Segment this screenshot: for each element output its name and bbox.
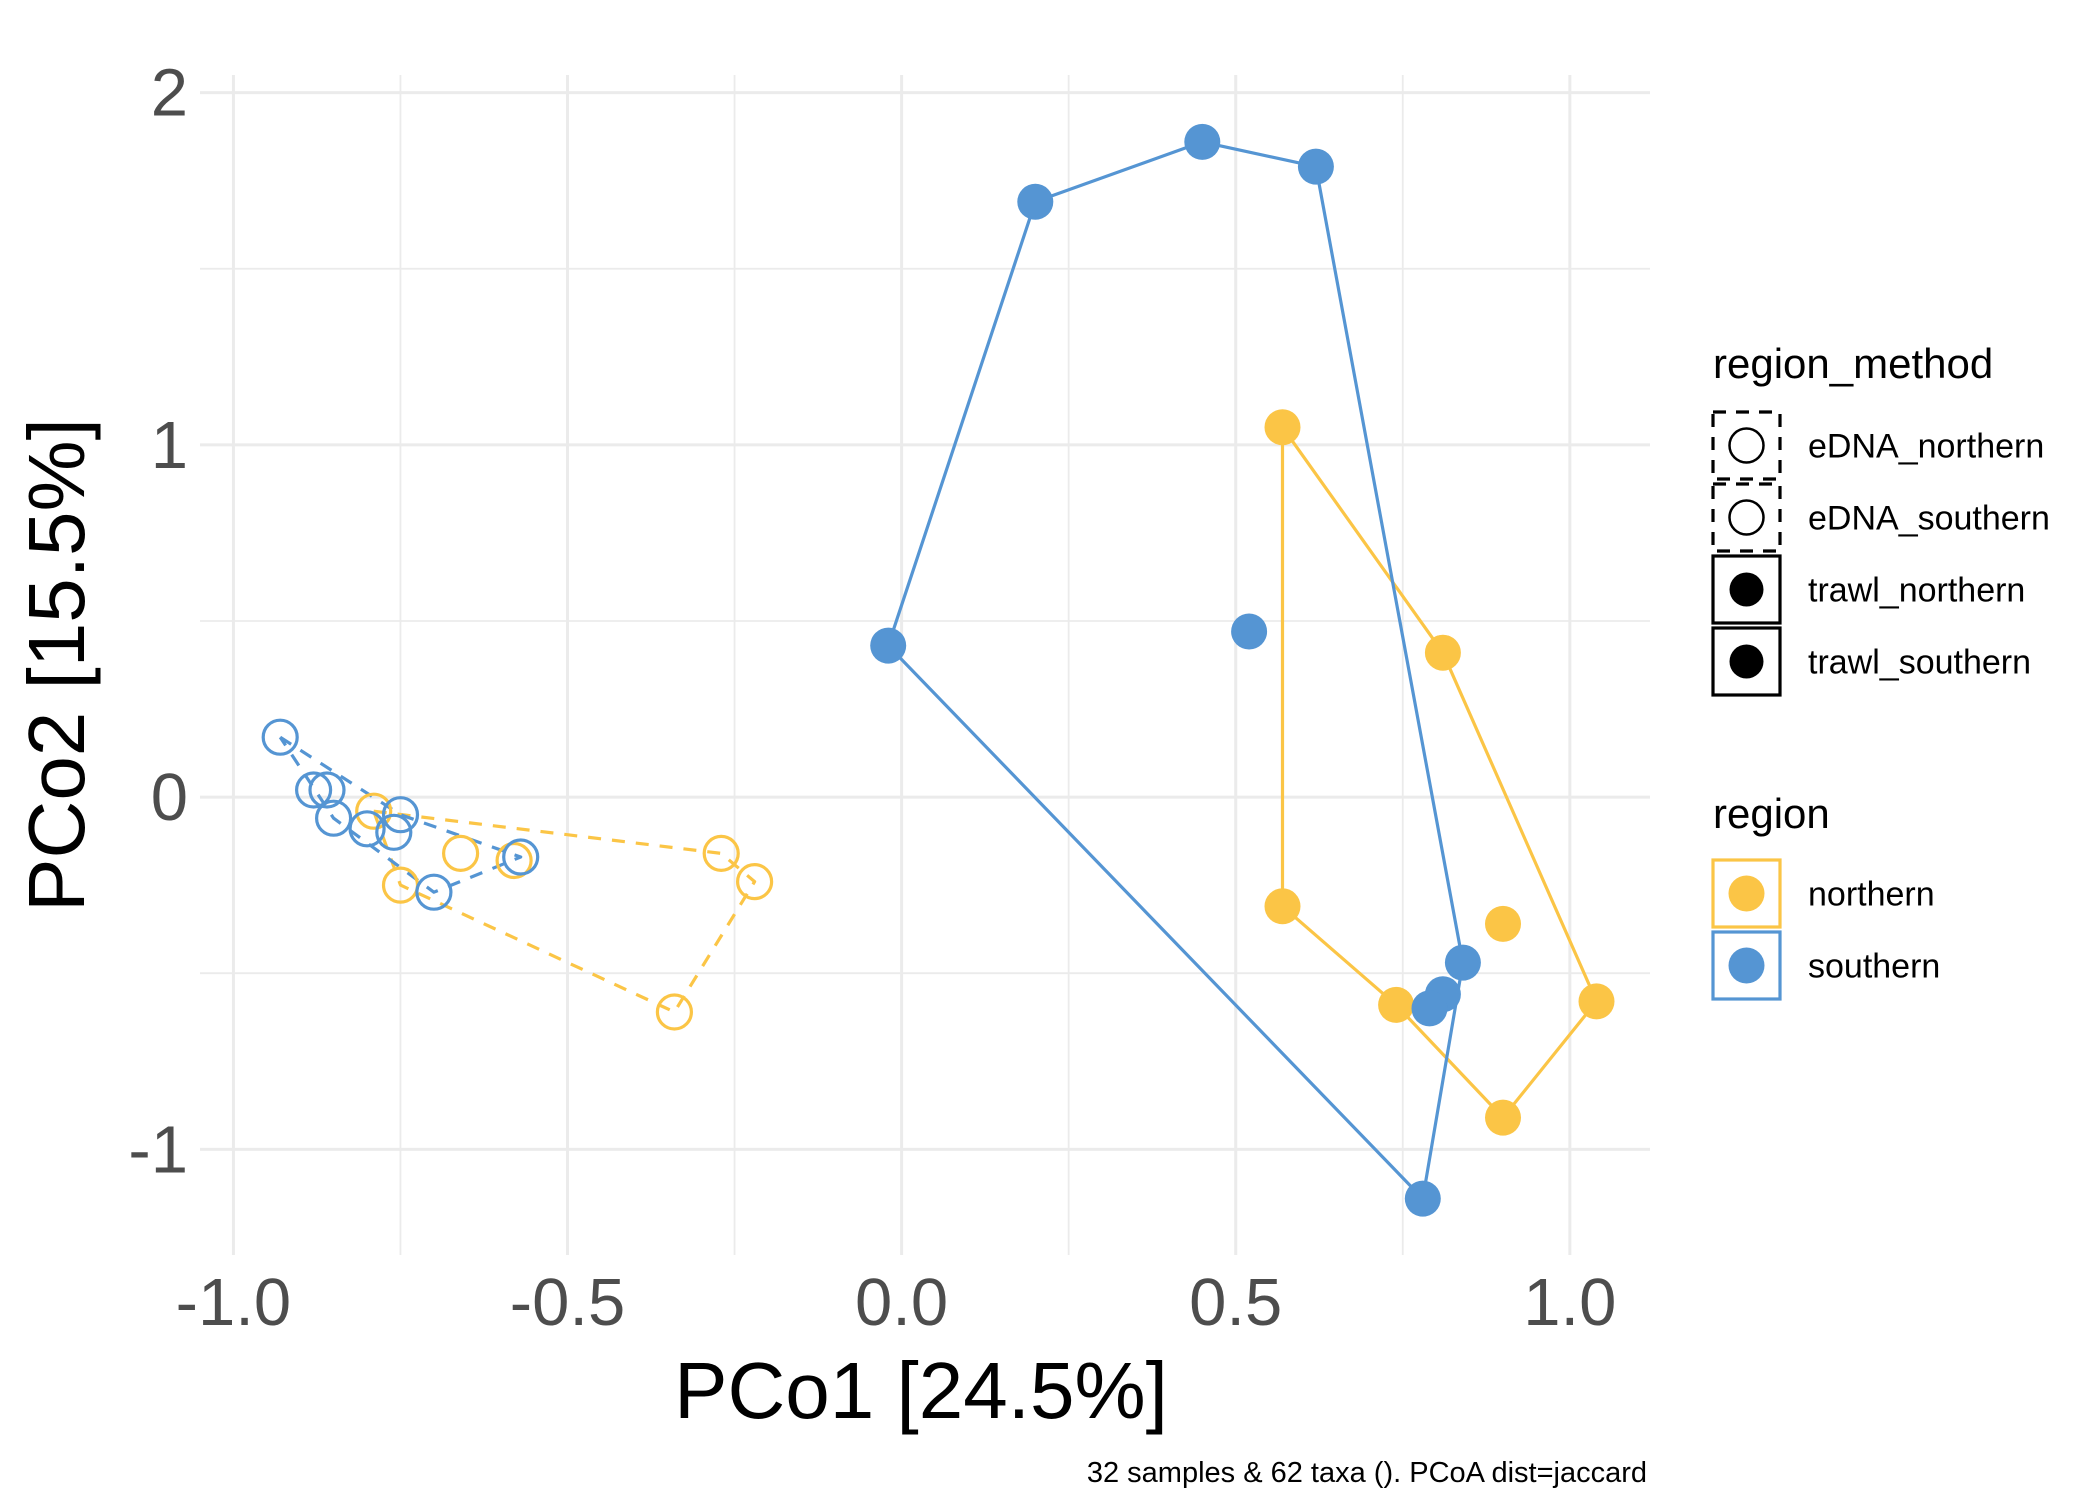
y-axis-ticks: -1 0 1 2 [128,56,188,1188]
x-axis-title: PCo1 [24.5%] [674,1346,1168,1435]
data-points [261,123,1615,1217]
hull-eDNA_northern [372,809,757,1014]
legend-key-marker [1728,875,1765,912]
x-tick-label: 0.5 [1189,1265,1282,1340]
legend-region: region northern southern [1711,790,1940,1001]
legend-label-eDNA_northern: eDNA_northern [1808,428,2044,466]
point-trawl_northern [1378,986,1415,1023]
y-tick-label: 1 [151,408,188,483]
legend-key-southern: southern [1711,930,1940,1001]
point-trawl_southern [1404,1180,1441,1217]
point-trawl_southern [1444,944,1481,981]
legend-key-marker [1728,499,1765,536]
legend-key-eDNA_southern: eDNA_southern [1711,482,2050,553]
point-eDNA_southern [502,838,540,876]
point-eDNA_southern [375,813,413,851]
point-eDNA_northern [702,834,740,873]
x-axis-ticks: -1.0 -0.5 0.0 0.5 1.0 [176,1265,1617,1340]
legend-key-northern: northern [1711,858,1935,929]
point-trawl_southern [1184,123,1221,160]
point-eDNA_southern [315,799,353,837]
point-trawl_northern [1578,983,1615,1020]
legend-key-marker [1729,572,1764,607]
hull-polygons [278,140,1599,1201]
legend-label-eDNA_southern: eDNA_southern [1808,500,2050,538]
point-eDNA_southern [308,771,346,809]
legend-key-marker [1729,644,1764,679]
point-trawl_southern [1017,183,1054,220]
y-tick-label: 0 [151,760,188,835]
grid-lines [200,75,1650,1255]
legend-key-marker [1728,947,1765,984]
point-eDNA_northern [655,993,694,1031]
legend-key-marker [1728,427,1765,464]
legend-title-region: region [1713,790,1830,837]
point-trawl_northern [1264,888,1301,925]
point-trawl_northern [1485,905,1521,942]
legend-key-box [1711,858,1782,929]
legend-key-eDNA_northern: eDNA_northern [1711,410,2044,481]
point-trawl_northern [1264,409,1301,446]
point-eDNA_southern [295,771,333,809]
x-tick-label: -1.0 [176,1265,291,1340]
legend-title-region-method: region_method [1713,340,1993,387]
legend-label-southern: southern [1808,948,1940,986]
point-trawl_southern [1231,613,1268,650]
point-trawl_southern [1411,990,1448,1027]
legend-region-method: region_method eDNA_northern eDNA_southern… [1711,340,2050,697]
x-tick-label: 0.0 [855,1265,948,1340]
legend-key-box [1711,410,1782,481]
point-eDNA_southern [261,718,299,756]
point-trawl_northern [1485,1099,1521,1136]
point-eDNA_northern [495,841,533,880]
point-trawl_southern [870,627,907,664]
legend-key-box [1711,930,1782,1001]
point-eDNA_southern [348,810,386,848]
point-eDNA_northern [442,834,480,873]
hull-trawl_southern [886,140,1465,1201]
legend-key-trawl_southern: trawl_southern [1711,626,2031,697]
y-axis-title: PCo2 [15.5%] [12,418,101,912]
legend-label-northern: northern [1808,876,1935,914]
x-tick-label: -0.5 [510,1265,625,1340]
x-tick-label: 1.0 [1523,1265,1616,1340]
caption: 32 samples & 62 taxa (). PCoA dist=jacca… [1087,1457,1647,1489]
legend-key-box [1711,482,1782,553]
point-eDNA_northern [355,792,393,830]
point-eDNA_southern [381,796,420,834]
legend-label-trawl_southern: trawl_southern [1808,644,2031,682]
legend-key-trawl_northern: trawl_northern [1711,554,2025,625]
point-eDNA_northern [735,862,774,901]
y-tick-label: 2 [151,56,188,131]
point-trawl_southern [1297,148,1334,185]
legend-key-box [1711,554,1782,625]
point-eDNA_southern [415,873,453,911]
legend-label-trawl_northern: trawl_northern [1808,572,2025,610]
point-trawl_northern [1424,634,1461,671]
legend-key-box [1711,626,1782,697]
y-tick-label: -1 [128,1112,188,1187]
